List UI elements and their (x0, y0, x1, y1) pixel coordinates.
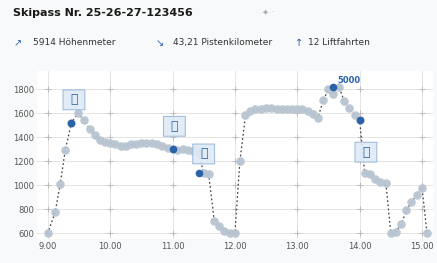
Point (294, 107, 301, 111)
Point (221, 229, 228, 233)
Point (52, 210, 59, 214)
Point (367, 172, 374, 176)
Point (91, 133, 98, 137)
Point (372, 177, 379, 181)
Point (195, 171, 202, 175)
Point (267, 106, 274, 110)
Point (387, 231, 394, 235)
Point (74, 111, 81, 115)
Point (242, 113, 249, 118)
Point (153, 142, 160, 146)
Point (423, 231, 430, 235)
Point (278, 107, 285, 111)
Point (330, 84, 337, 89)
Point (62, 148, 69, 153)
Point (361, 171, 368, 175)
Text: ⛰: ⛰ (70, 93, 78, 106)
Point (211, 219, 218, 223)
Point (346, 106, 353, 110)
Point (68, 121, 75, 125)
Point (205, 172, 212, 176)
Point (216, 224, 223, 228)
Point (236, 159, 243, 163)
Point (184, 148, 191, 152)
Text: ⛷: ⛷ (200, 148, 208, 160)
Point (169, 147, 176, 151)
Point (408, 200, 415, 204)
FancyBboxPatch shape (193, 144, 215, 164)
Point (122, 143, 129, 148)
Point (180, 147, 187, 151)
Point (174, 148, 181, 153)
Point (127, 142, 134, 146)
Text: 5000: 5000 (338, 76, 361, 85)
Point (340, 99, 347, 103)
Point (226, 231, 233, 235)
Point (111, 142, 118, 146)
Point (164, 146, 171, 150)
Point (169, 147, 176, 151)
Point (158, 143, 165, 148)
Point (351, 113, 358, 118)
Text: ↘: ↘ (155, 38, 163, 48)
FancyBboxPatch shape (355, 142, 377, 162)
Point (325, 87, 332, 91)
Point (309, 112, 316, 117)
Point (382, 181, 389, 185)
Text: 5914 Höhenmeter: 5914 Höhenmeter (33, 38, 115, 47)
Point (200, 171, 207, 175)
Point (143, 140, 150, 145)
Point (44, 231, 51, 235)
Text: 🏂: 🏂 (170, 120, 178, 133)
Point (195, 151, 202, 155)
Point (190, 149, 197, 153)
Point (299, 107, 306, 111)
Text: 43,21 Pistenkilometer: 43,21 Pistenkilometer (173, 38, 272, 47)
Point (330, 92, 337, 96)
Point (398, 222, 405, 226)
Point (273, 107, 280, 111)
Point (86, 127, 93, 131)
Point (68, 121, 75, 125)
Point (356, 118, 363, 122)
Point (413, 193, 420, 197)
Point (356, 118, 363, 122)
Point (149, 141, 156, 145)
Point (107, 141, 114, 145)
Text: Skipass Nr. 25-26-27-123456: Skipass Nr. 25-26-27-123456 (13, 8, 193, 18)
Point (252, 107, 259, 112)
Point (138, 140, 145, 145)
Point (257, 107, 264, 111)
Point (320, 98, 327, 102)
Point (377, 180, 384, 184)
Point (314, 116, 321, 120)
Point (133, 142, 140, 146)
Point (283, 107, 290, 111)
Text: 🚡: 🚡 (362, 146, 370, 159)
Text: ↗: ↗ (13, 38, 21, 48)
Point (96, 138, 103, 142)
FancyBboxPatch shape (63, 90, 85, 110)
Point (117, 143, 124, 148)
Point (392, 229, 399, 234)
Point (263, 106, 270, 110)
Point (403, 208, 410, 213)
Point (336, 84, 343, 89)
Point (247, 109, 254, 113)
Point (289, 107, 296, 111)
Text: ↑: ↑ (295, 38, 303, 48)
Point (57, 182, 64, 186)
Text: ✦ ·: ✦ · (262, 8, 274, 17)
Point (80, 118, 87, 122)
Point (102, 140, 109, 144)
Point (305, 109, 312, 113)
FancyBboxPatch shape (163, 117, 185, 136)
Point (231, 231, 238, 235)
Text: 12 Liftfahrten: 12 Liftfahrten (308, 38, 370, 47)
Point (419, 185, 426, 190)
